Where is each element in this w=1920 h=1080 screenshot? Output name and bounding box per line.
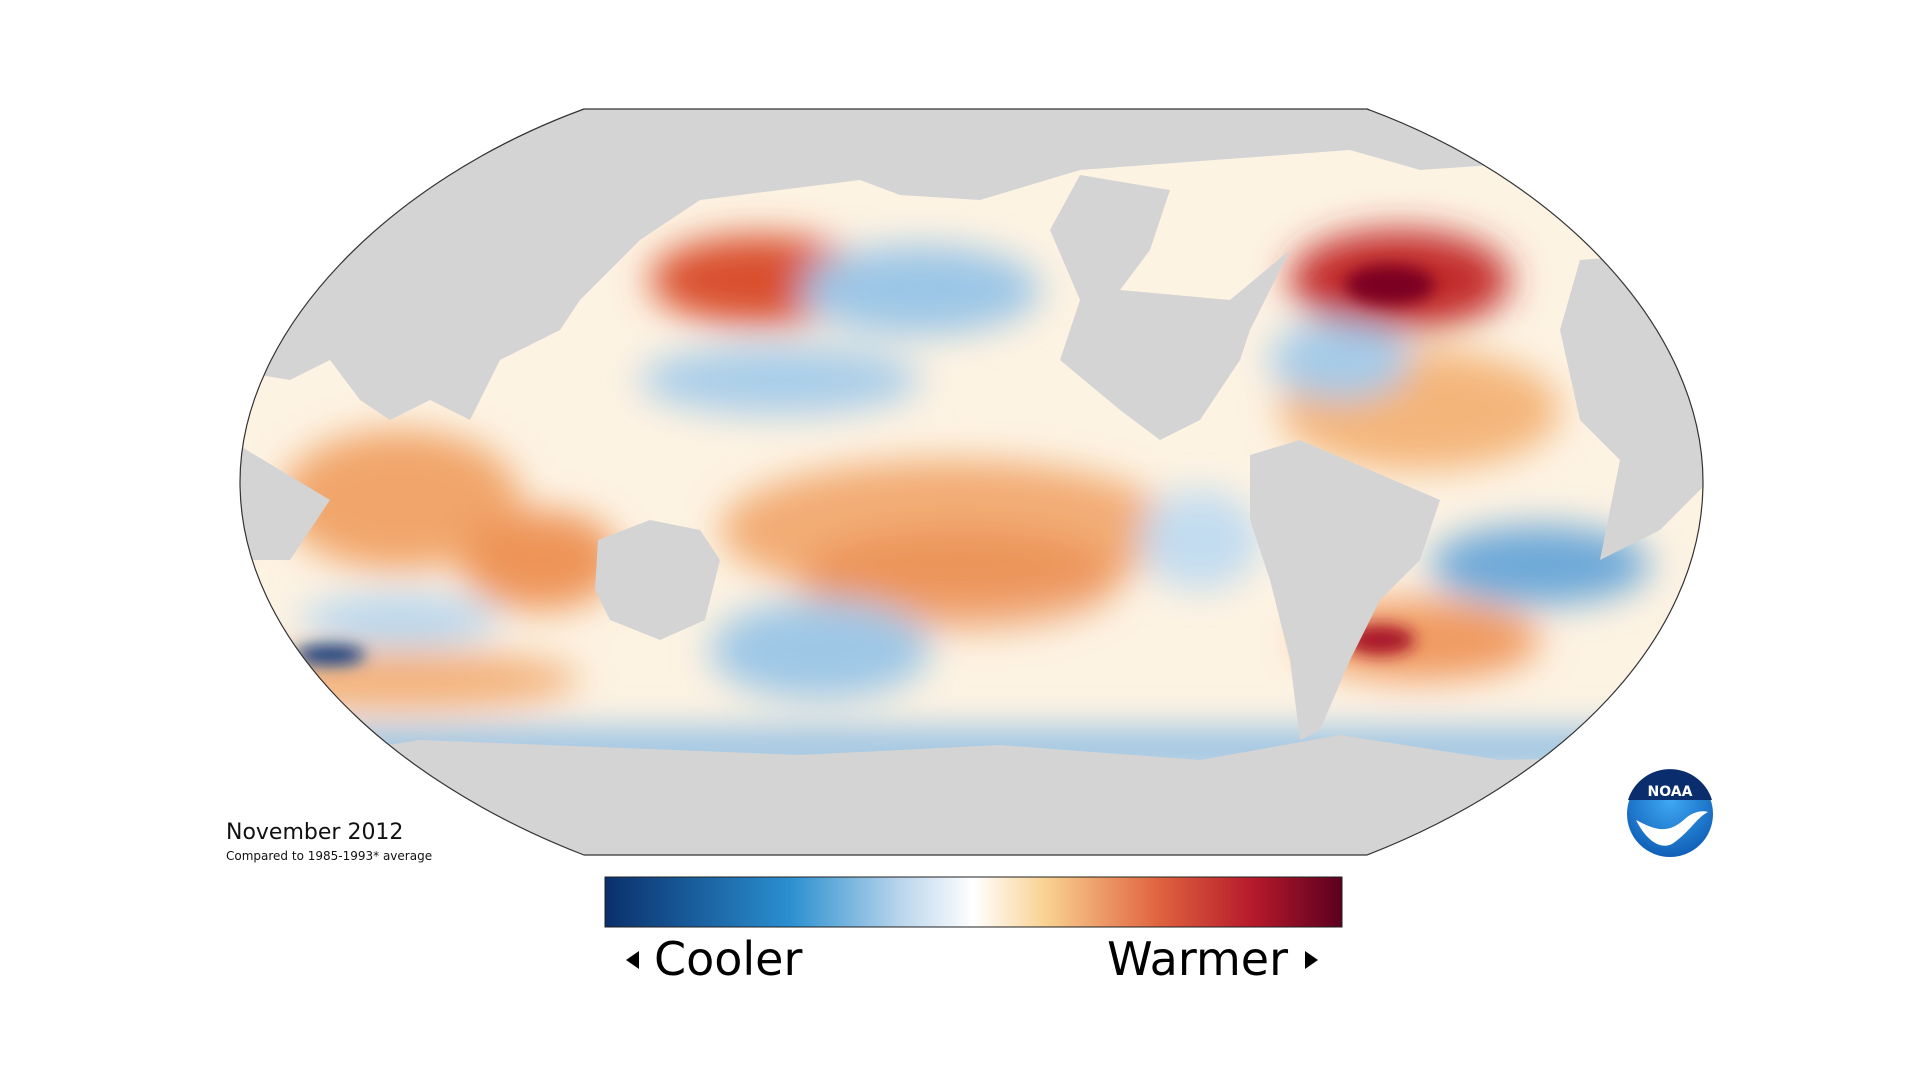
logo-text: NOAA xyxy=(1648,784,1693,800)
map-title: November 2012 xyxy=(226,820,403,845)
map xyxy=(240,109,1703,855)
land xyxy=(240,109,1703,855)
map-outline xyxy=(239,108,1704,856)
legend-high: Warmer xyxy=(1107,932,1288,986)
map-subtitle: Compared to 1985-1993* average xyxy=(226,849,432,863)
right-arrow xyxy=(1305,951,1318,969)
color-scale xyxy=(604,876,1343,928)
left-arrow xyxy=(626,951,639,969)
noaa-logo: NOAA xyxy=(1625,769,1715,859)
legend-low: Cooler xyxy=(654,932,802,986)
